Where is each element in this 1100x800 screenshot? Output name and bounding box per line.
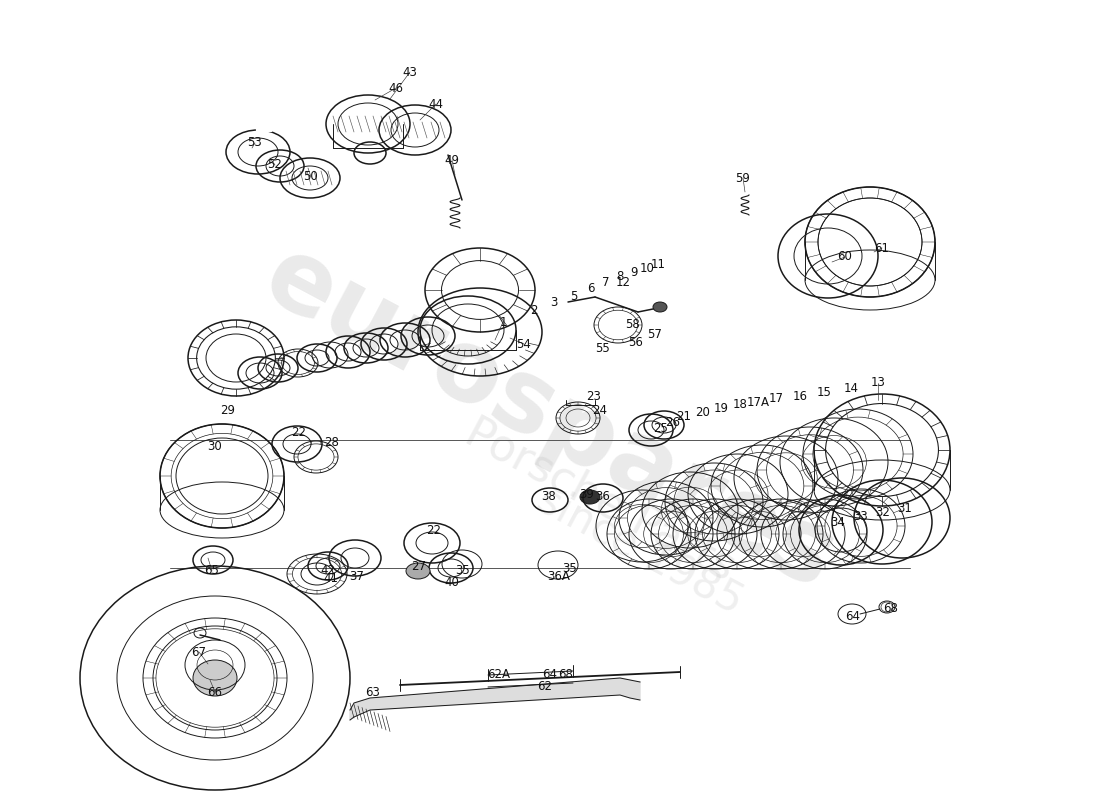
Polygon shape: [350, 678, 640, 720]
Text: 59: 59: [736, 171, 750, 185]
Text: 60: 60: [837, 250, 852, 263]
Text: 35: 35: [562, 562, 578, 575]
Text: 68: 68: [883, 602, 899, 615]
Text: 67: 67: [191, 646, 207, 658]
Text: 39: 39: [580, 487, 594, 501]
Text: 57: 57: [648, 327, 662, 341]
Text: 63: 63: [365, 686, 381, 699]
Text: 13: 13: [870, 377, 886, 390]
Text: 10: 10: [639, 262, 654, 274]
Text: 66: 66: [208, 686, 222, 698]
Text: 20: 20: [695, 406, 711, 418]
Text: 19: 19: [714, 402, 728, 414]
Ellipse shape: [406, 563, 430, 579]
Text: 62A: 62A: [487, 667, 510, 681]
Text: 42: 42: [320, 565, 336, 578]
Text: 50: 50: [304, 170, 318, 183]
Ellipse shape: [580, 490, 600, 504]
Text: 36: 36: [595, 490, 610, 503]
Text: 24: 24: [593, 405, 607, 418]
Text: 52: 52: [267, 158, 283, 171]
Text: 2: 2: [530, 305, 538, 318]
Text: 3: 3: [550, 297, 558, 310]
Text: 5: 5: [570, 290, 578, 302]
Text: 12: 12: [616, 275, 630, 289]
Text: 34: 34: [830, 517, 846, 530]
Text: 61: 61: [874, 242, 890, 254]
Text: 44: 44: [429, 98, 443, 110]
Text: 65: 65: [205, 565, 219, 578]
Text: 17: 17: [769, 393, 783, 406]
Text: 22: 22: [292, 426, 307, 439]
Text: 41: 41: [323, 571, 339, 585]
Text: 21: 21: [676, 410, 692, 422]
Text: 18: 18: [733, 398, 747, 411]
Text: 28: 28: [324, 435, 340, 449]
Text: 26: 26: [666, 415, 681, 429]
Ellipse shape: [653, 302, 667, 312]
Text: 7: 7: [603, 275, 609, 289]
Text: 8: 8: [616, 270, 624, 283]
Text: 14: 14: [844, 382, 858, 394]
Text: 36A: 36A: [548, 570, 571, 583]
Text: eurospares: eurospares: [249, 229, 851, 611]
Text: 55: 55: [595, 342, 610, 354]
Text: 29: 29: [220, 405, 235, 418]
Text: 27: 27: [411, 561, 427, 574]
Text: 16: 16: [792, 390, 807, 402]
Text: 64: 64: [542, 667, 558, 681]
Text: 33: 33: [854, 510, 868, 522]
Text: 9: 9: [630, 266, 638, 278]
Text: 37: 37: [350, 570, 364, 583]
Text: 1: 1: [499, 315, 507, 329]
Text: 56: 56: [628, 335, 643, 349]
Text: 46: 46: [388, 82, 404, 94]
Text: 22: 22: [427, 525, 441, 538]
Text: 17A: 17A: [747, 395, 770, 409]
Text: 11: 11: [650, 258, 666, 271]
Text: 68: 68: [559, 667, 573, 681]
Text: 15: 15: [816, 386, 832, 399]
Text: 6: 6: [587, 282, 595, 295]
Text: 58: 58: [626, 318, 640, 331]
Text: 38: 38: [541, 490, 557, 503]
Text: Porsche Parts: Porsche Parts: [458, 410, 742, 590]
Text: 23: 23: [586, 390, 602, 402]
Text: 31: 31: [898, 502, 912, 514]
Text: 25: 25: [653, 422, 669, 434]
Text: 54: 54: [517, 338, 531, 350]
Text: 53: 53: [248, 137, 263, 150]
Text: 43: 43: [403, 66, 417, 78]
Text: 62: 62: [538, 679, 552, 693]
Text: 40: 40: [444, 575, 460, 589]
Text: 32: 32: [876, 506, 890, 518]
Text: since 1985: since 1985: [530, 478, 750, 622]
Text: 35: 35: [455, 565, 471, 578]
Ellipse shape: [192, 660, 236, 696]
Text: 64: 64: [846, 610, 860, 623]
Text: 30: 30: [208, 441, 222, 454]
Text: 49: 49: [444, 154, 460, 166]
